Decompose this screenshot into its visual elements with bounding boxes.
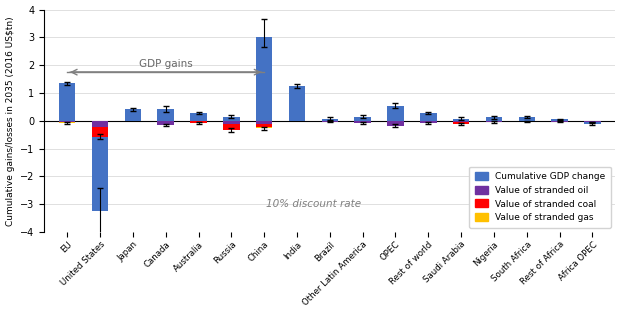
Bar <box>125 109 141 121</box>
Bar <box>59 121 75 122</box>
Bar <box>92 121 108 127</box>
Bar <box>190 113 207 121</box>
Bar <box>453 119 469 121</box>
Bar <box>388 121 404 126</box>
Bar <box>256 127 273 128</box>
Bar <box>289 86 305 121</box>
Bar <box>158 109 174 121</box>
Bar <box>158 121 174 125</box>
Bar <box>256 37 273 121</box>
Y-axis label: Cumulative gains/losses in 2035 (2016 US$tn): Cumulative gains/losses in 2035 (2016 US… <box>6 16 14 226</box>
Bar <box>223 121 240 124</box>
Bar <box>388 105 404 121</box>
Text: GDP gains: GDP gains <box>139 59 193 69</box>
Bar <box>584 121 601 122</box>
Bar <box>551 121 568 122</box>
Bar <box>190 121 207 123</box>
Bar <box>519 117 535 121</box>
Bar <box>256 121 273 124</box>
Bar <box>453 121 469 122</box>
Bar <box>223 124 240 130</box>
Bar <box>584 121 601 124</box>
Bar <box>551 120 568 121</box>
Bar <box>420 113 437 121</box>
Bar <box>322 119 338 121</box>
Bar <box>92 121 108 211</box>
Bar <box>486 121 502 122</box>
Legend: Cumulative GDP change, Value of stranded oil, Value of stranded coal, Value of s: Cumulative GDP change, Value of stranded… <box>469 167 611 228</box>
Bar <box>355 117 371 121</box>
Bar <box>223 117 240 121</box>
Bar <box>59 83 75 121</box>
Bar <box>256 124 273 127</box>
Bar <box>92 127 108 137</box>
Bar <box>322 121 338 122</box>
Bar <box>453 122 469 125</box>
Bar <box>420 121 437 123</box>
Bar <box>486 117 502 121</box>
Text: 10% discount rate: 10% discount rate <box>266 199 361 209</box>
Bar <box>355 121 371 123</box>
Bar <box>59 122 75 123</box>
